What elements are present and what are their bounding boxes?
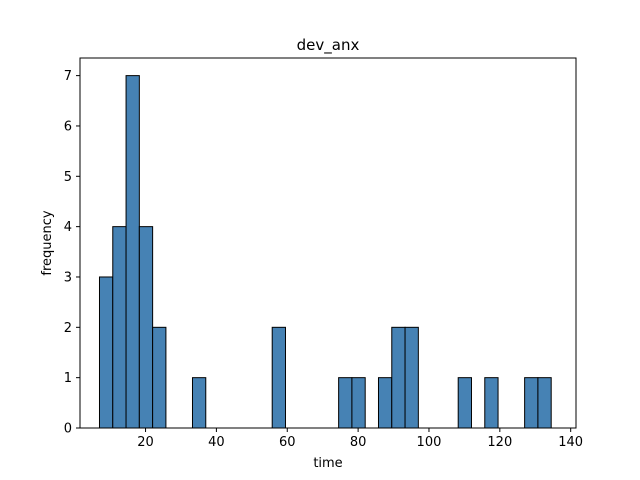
x-tick-label: 20 (137, 435, 154, 450)
histogram-bar (191, 377, 207, 429)
x-tick-label: 40 (208, 435, 225, 450)
histogram-bar (351, 377, 366, 429)
y-tick-label: 3 (64, 270, 72, 285)
y-tick-label: 0 (64, 422, 72, 437)
bars-group (98, 75, 552, 429)
y-tick-label: 5 (64, 170, 72, 185)
x-axis-label: time (313, 456, 342, 471)
histogram-bar (125, 75, 140, 429)
x-tick-label: 60 (279, 435, 296, 450)
y-tick-label: 2 (64, 321, 72, 336)
x-tick-label: 80 (350, 435, 367, 450)
histogram-bar (271, 326, 286, 429)
histogram-bar (138, 226, 154, 429)
y-axis-ticks: 0 1 2 3 4 5 6 7 (64, 69, 80, 437)
plot-frame (79, 57, 577, 429)
x-tick-label: 120 (487, 435, 512, 450)
chart-title: dev_anx (297, 36, 360, 55)
histogram-bar (457, 377, 472, 429)
histogram-bar (338, 377, 353, 429)
histogram-bar (524, 377, 539, 429)
histogram-bar (112, 226, 127, 429)
histogram-bar (484, 377, 499, 429)
x-axis-ticks: 20 40 60 80 100 120 140 (137, 428, 583, 450)
y-tick-label: 4 (64, 220, 72, 235)
histogram-bar (537, 377, 552, 429)
y-tick-label: 6 (64, 119, 72, 134)
histogram-bar (98, 276, 114, 429)
y-tick-label: 1 (64, 371, 72, 386)
x-tick-label: 100 (417, 435, 442, 450)
histogram-bar (404, 326, 419, 429)
x-tick-label: 140 (558, 435, 583, 450)
histogram-bar (391, 326, 406, 429)
y-tick-label: 7 (64, 69, 72, 84)
histogram-bar (377, 377, 393, 429)
y-axis-label: frequency (40, 210, 55, 276)
histogram-bar (152, 326, 167, 429)
